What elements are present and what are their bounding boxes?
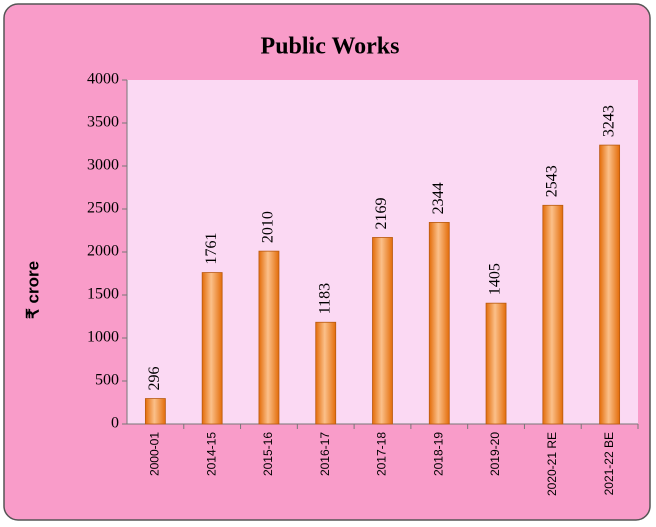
data-label: 2344 xyxy=(430,182,447,214)
x-tick-label: 2017-18 xyxy=(375,432,389,476)
data-label: 296 xyxy=(146,367,163,391)
data-label: 2169 xyxy=(373,197,390,229)
data-label: 2543 xyxy=(544,165,561,197)
y-axis-label: ₹ crore xyxy=(23,261,42,319)
data-label: 1183 xyxy=(316,283,333,314)
y-tick-label: 3000 xyxy=(87,157,119,174)
data-label: 1761 xyxy=(203,233,220,265)
x-tick-label: 2019-20 xyxy=(488,432,502,476)
bar xyxy=(372,237,393,425)
y-tick-label: 2500 xyxy=(87,200,119,217)
x-tick-label: 2018-19 xyxy=(431,432,445,476)
chart-title: Public Works xyxy=(261,34,400,60)
bar xyxy=(485,302,507,425)
bar xyxy=(599,144,621,425)
data-label: 1405 xyxy=(487,263,504,295)
x-tick-label: 2014-15 xyxy=(204,432,218,476)
bar xyxy=(201,272,223,425)
data-label: 2010 xyxy=(260,211,277,243)
y-tick-label: 3500 xyxy=(87,114,119,131)
bar xyxy=(315,321,337,425)
data-label: 3243 xyxy=(600,105,617,137)
y-tick-label: 1500 xyxy=(87,286,119,303)
x-tick-label: 2020-21 RE xyxy=(545,432,559,496)
x-tick-label: 2015-16 xyxy=(261,432,275,476)
bar xyxy=(144,398,166,425)
x-tick-label: 2000-01 xyxy=(148,432,162,476)
y-tick-label: 1000 xyxy=(87,329,119,346)
bar xyxy=(542,204,564,425)
x-tick-label: 2016-17 xyxy=(318,432,332,476)
y-tick-label: 4000 xyxy=(87,71,119,88)
bar xyxy=(258,250,280,425)
y-tick-label: 500 xyxy=(95,372,119,389)
x-tick-label: 2021-22 BE xyxy=(602,432,616,495)
bar xyxy=(428,222,450,425)
y-tick-label: 2000 xyxy=(87,243,119,260)
y-tick-label: 0 xyxy=(111,415,119,432)
